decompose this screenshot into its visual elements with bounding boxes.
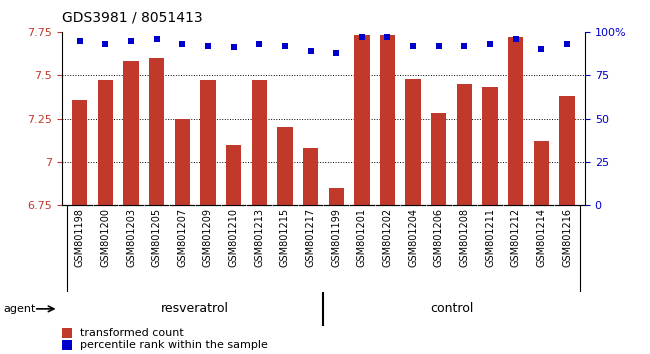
Text: GSM801214: GSM801214 xyxy=(536,208,547,267)
Text: GSM801208: GSM801208 xyxy=(460,208,469,267)
Text: GSM801217: GSM801217 xyxy=(306,208,315,267)
Bar xyxy=(560,96,575,205)
Text: GSM801200: GSM801200 xyxy=(100,208,110,267)
Bar xyxy=(431,113,447,205)
Text: transformed count: transformed count xyxy=(80,328,184,338)
Bar xyxy=(534,141,549,205)
Bar xyxy=(328,188,344,205)
Text: control: control xyxy=(430,302,473,315)
Bar xyxy=(98,80,113,205)
Bar xyxy=(124,61,138,205)
Text: GSM801212: GSM801212 xyxy=(511,208,521,267)
Text: GSM801210: GSM801210 xyxy=(229,208,239,267)
Bar xyxy=(175,119,190,205)
Bar xyxy=(406,79,421,205)
Bar xyxy=(149,58,164,205)
Bar xyxy=(252,80,267,205)
Text: GSM801203: GSM801203 xyxy=(126,208,136,267)
Bar xyxy=(200,80,216,205)
Text: GSM801198: GSM801198 xyxy=(75,208,84,267)
Bar xyxy=(303,148,318,205)
Text: GSM801205: GSM801205 xyxy=(151,208,162,267)
Text: GSM801213: GSM801213 xyxy=(254,208,265,267)
Bar xyxy=(277,127,292,205)
Bar xyxy=(72,99,87,205)
Text: GSM801206: GSM801206 xyxy=(434,208,444,267)
Text: GSM801199: GSM801199 xyxy=(332,208,341,267)
Text: agent: agent xyxy=(3,304,36,314)
Text: percentile rank within the sample: percentile rank within the sample xyxy=(80,340,268,350)
Text: GSM801207: GSM801207 xyxy=(177,208,187,267)
Text: GSM801216: GSM801216 xyxy=(562,208,572,267)
Text: GSM801209: GSM801209 xyxy=(203,208,213,267)
Bar xyxy=(457,84,472,205)
Bar xyxy=(354,35,370,205)
Text: GSM801201: GSM801201 xyxy=(357,208,367,267)
Text: GDS3981 / 8051413: GDS3981 / 8051413 xyxy=(62,11,202,25)
Bar xyxy=(380,35,395,205)
Text: GSM801211: GSM801211 xyxy=(485,208,495,267)
Text: GSM801204: GSM801204 xyxy=(408,208,418,267)
Bar xyxy=(482,87,498,205)
Text: GSM801202: GSM801202 xyxy=(382,208,393,267)
Bar xyxy=(508,37,523,205)
Text: resveratrol: resveratrol xyxy=(161,302,229,315)
Bar xyxy=(226,144,241,205)
Text: GSM801215: GSM801215 xyxy=(280,208,290,267)
